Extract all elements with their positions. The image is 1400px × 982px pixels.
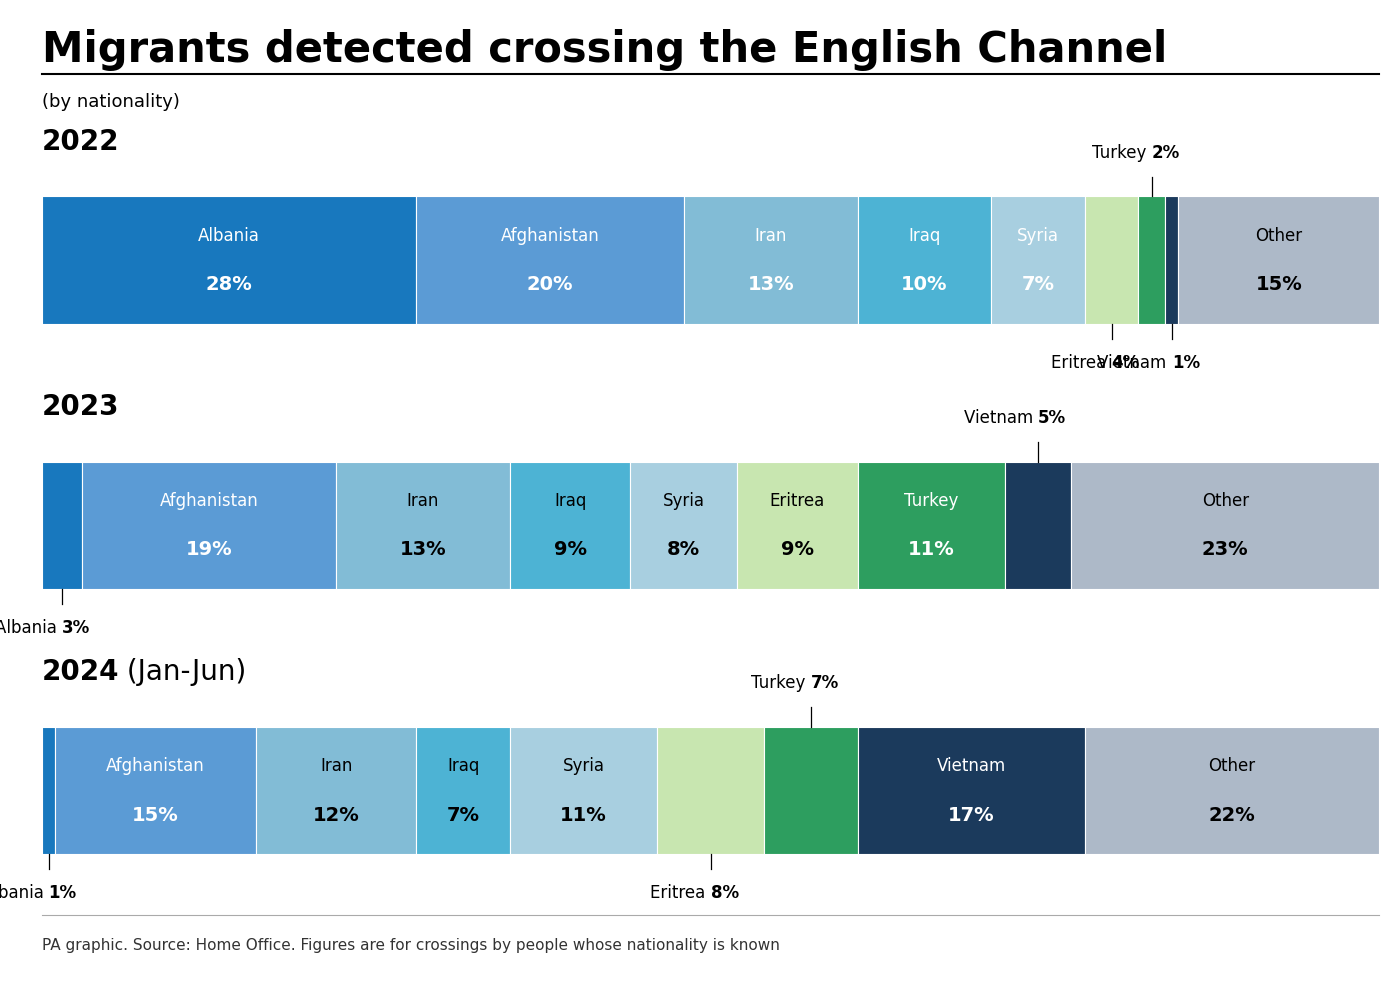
Text: Albania: Albania [0,619,62,636]
Text: Other: Other [1208,757,1256,775]
Text: 19%: 19% [186,540,232,560]
Text: 11%: 11% [560,805,606,825]
Text: Vietnam: Vietnam [963,409,1037,427]
Text: 7%: 7% [1022,275,1054,295]
Text: 12%: 12% [312,805,360,825]
Text: Afghanistan: Afghanistan [160,492,259,510]
Text: Albania: Albania [199,227,260,245]
Text: 5%: 5% [1037,409,1067,427]
Text: Turkey: Turkey [1092,144,1152,162]
Text: 20%: 20% [526,275,574,295]
Text: 8%: 8% [668,540,700,560]
Text: 13%: 13% [748,275,794,295]
Text: 11%: 11% [907,540,955,560]
Text: Turkey: Turkey [904,492,958,510]
Text: Iran: Iran [407,492,440,510]
Text: 1%: 1% [49,884,77,901]
Text: 7%: 7% [447,805,480,825]
Text: PA graphic. Source: Home Office. Figures are for crossings by people whose natio: PA graphic. Source: Home Office. Figures… [42,938,780,953]
Text: Eritrea: Eritrea [1051,354,1112,371]
Text: 13%: 13% [400,540,447,560]
Text: (Jan-Jun): (Jan-Jun) [118,658,246,686]
Text: 9%: 9% [553,540,587,560]
Text: 8%: 8% [711,884,739,901]
Text: (by nationality): (by nationality) [42,93,179,111]
Text: 28%: 28% [206,275,252,295]
Text: Afghanistan: Afghanistan [501,227,599,245]
Text: Iraq: Iraq [447,757,479,775]
Text: 1%: 1% [1172,354,1200,371]
Text: Syria: Syria [1016,227,1058,245]
Text: 2023: 2023 [42,393,119,421]
Text: 7%: 7% [811,675,839,692]
Text: Syria: Syria [563,757,605,775]
Text: 23%: 23% [1203,540,1249,560]
Text: 22%: 22% [1208,805,1256,825]
Text: Iraq: Iraq [554,492,587,510]
Text: 2022: 2022 [42,128,119,156]
Text: 17%: 17% [948,805,994,825]
Text: Syria: Syria [662,492,704,510]
Text: 15%: 15% [1256,275,1302,295]
Text: Other: Other [1256,227,1302,245]
Text: Migrants detected crossing the English Channel: Migrants detected crossing the English C… [42,29,1168,72]
Text: 15%: 15% [132,805,179,825]
Text: 3%: 3% [62,619,91,636]
Text: Eritrea: Eritrea [770,492,825,510]
Text: Other: Other [1201,492,1249,510]
Text: 2%: 2% [1152,144,1180,162]
Text: 9%: 9% [781,540,813,560]
Text: Iraq: Iraq [909,227,941,245]
Text: Vietnam: Vietnam [1098,354,1172,371]
Text: 10%: 10% [902,275,948,295]
Text: Eritrea: Eritrea [650,884,711,901]
Text: Iran: Iran [755,227,787,245]
Text: Albania: Albania [0,884,49,901]
Text: 2024: 2024 [42,658,119,686]
Text: Vietnam: Vietnam [937,757,1005,775]
Text: Iran: Iran [321,757,353,775]
Text: Afghanistan: Afghanistan [106,757,204,775]
Text: 4%: 4% [1112,354,1140,371]
Text: Turkey: Turkey [752,675,811,692]
